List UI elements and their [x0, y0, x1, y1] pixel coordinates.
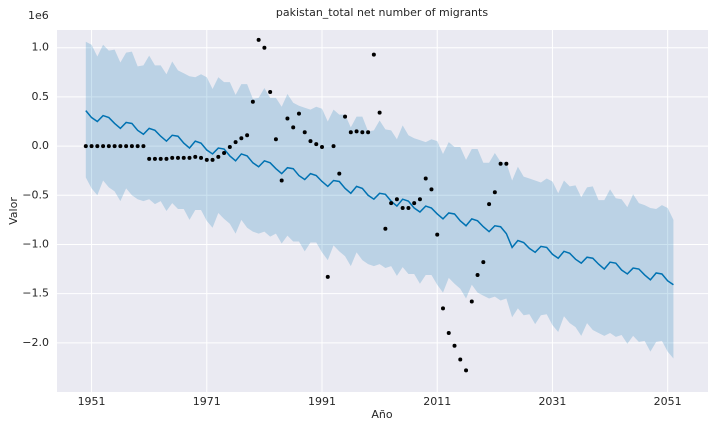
y-offset-label: 1e6: [28, 9, 49, 22]
observed-point: [124, 144, 129, 149]
observed-point: [331, 144, 336, 149]
y-tick-label: 0.0: [32, 139, 50, 152]
observed-point: [164, 156, 169, 161]
observed-point: [152, 156, 157, 161]
observed-point: [400, 206, 405, 211]
observed-point: [193, 154, 198, 159]
x-axis-label: Año: [371, 408, 392, 421]
observed-point: [141, 144, 146, 149]
observed-point: [106, 144, 111, 149]
observed-point: [487, 202, 492, 207]
observed-point: [320, 145, 325, 150]
observed-point: [412, 201, 417, 206]
y-tick-label: 1.0: [32, 41, 50, 54]
x-tick-label: 2011: [423, 395, 451, 408]
x-tick-label: 1951: [78, 395, 106, 408]
observed-point: [348, 130, 353, 135]
observed-point: [250, 99, 255, 104]
observed-point: [314, 142, 319, 147]
observed-point: [498, 161, 503, 166]
observed-point: [371, 52, 376, 57]
observed-point: [256, 37, 261, 42]
observed-point: [406, 206, 411, 211]
observed-point: [285, 116, 290, 121]
observed-point: [308, 139, 313, 144]
observed-point: [481, 260, 486, 265]
observed-point: [216, 154, 221, 159]
y-tick-label: −1.5: [22, 287, 49, 300]
observed-point: [504, 161, 509, 166]
observed-point: [147, 156, 152, 161]
observed-point: [469, 299, 474, 304]
observed-point: [262, 45, 267, 50]
y-tick-label: −1.0: [22, 237, 49, 250]
observed-point: [296, 111, 301, 116]
observed-point: [89, 144, 94, 149]
observed-point: [337, 171, 342, 176]
observed-point: [112, 144, 117, 149]
observed-point: [279, 178, 284, 183]
observed-point: [170, 155, 175, 160]
observed-point: [492, 190, 497, 195]
observed-point: [227, 145, 232, 150]
uncertainty-band: [85, 41, 674, 359]
observed-point: [394, 197, 399, 202]
x-tick-label: 1971: [193, 395, 221, 408]
observed-point: [181, 155, 186, 160]
observed-point: [383, 226, 388, 231]
observed-point: [222, 150, 227, 155]
observed-point: [389, 201, 394, 206]
plot-background: [57, 30, 708, 392]
observed-point: [233, 140, 238, 145]
observed-point: [435, 232, 440, 237]
observed-point: [101, 144, 106, 149]
observed-point: [377, 110, 382, 115]
observed-point: [268, 89, 273, 94]
y-tick-label: 0.5: [32, 90, 50, 103]
observed-point: [343, 114, 348, 119]
observed-point: [118, 144, 123, 149]
observed-point: [360, 130, 365, 135]
observed-point: [302, 130, 307, 135]
chart-title: pakistan_total net number of migrants: [276, 6, 488, 19]
forecast-line: [85, 110, 674, 286]
observed-point: [440, 306, 445, 311]
x-tick-label: 1991: [308, 395, 336, 408]
observed-point: [187, 155, 192, 160]
observed-point: [464, 368, 469, 373]
observed-point: [199, 155, 204, 160]
observed-point: [429, 187, 434, 192]
observed-point: [475, 272, 480, 277]
observed-point: [354, 129, 359, 134]
observed-point: [95, 144, 100, 149]
observed-point: [175, 155, 180, 160]
observed-point: [458, 357, 463, 362]
observed-point: [129, 144, 134, 149]
observed-point: [239, 136, 244, 141]
y-tick-label: −2.0: [22, 336, 49, 349]
observed-point: [452, 343, 457, 348]
observed-point: [417, 197, 422, 202]
x-tick-label: 2031: [538, 395, 566, 408]
observed-point: [83, 144, 88, 149]
observed-point: [325, 274, 330, 279]
y-tick-label: −0.5: [22, 188, 49, 201]
observed-point: [210, 157, 215, 162]
observed-point: [158, 156, 163, 161]
observed-point: [204, 157, 209, 162]
observed-point: [366, 130, 371, 135]
y-axis-label: Valor: [7, 197, 20, 225]
observed-point: [446, 330, 451, 335]
observed-point: [291, 125, 296, 130]
x-tick-label: 2051: [654, 395, 682, 408]
observed-point: [245, 133, 250, 138]
observed-point: [273, 137, 278, 142]
observed-point: [135, 144, 140, 149]
observed-point: [423, 176, 428, 181]
